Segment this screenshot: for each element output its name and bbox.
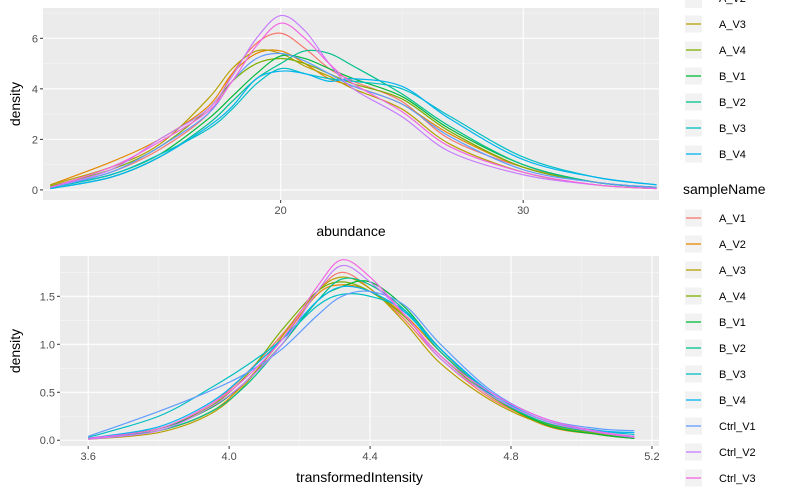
- panel-background: [60, 256, 659, 446]
- density-line-Ctrl_V3: [50, 22, 657, 190]
- legend-label: A_V4: [719, 45, 746, 57]
- x-tick-label: 3.6: [81, 451, 96, 463]
- density-line-Ctrl_V1: [50, 52, 657, 188]
- legend-label: A_V3: [719, 19, 746, 31]
- panel-1: 20 30 0 2 4 6 abundance density: [7, 8, 659, 239]
- legend-label: B_V3: [719, 123, 746, 135]
- y-tick-label: 4: [32, 84, 38, 96]
- density-line-A_V1: [50, 32, 657, 188]
- y-tick-label: 0.0: [40, 435, 55, 447]
- legend-label: B_V3: [719, 369, 746, 381]
- legend-label: B_V2: [719, 97, 746, 109]
- legend-label: Ctrl_V1: [719, 421, 756, 433]
- legend-bottom: sampleName A_V1 A_V2 A_V3 A_V4 B_V1 B_V2 B_V3 B_…: [683, 181, 766, 487]
- panel-2: 3.6 4.0 4.4 4.8 5.2 0.0 0.5 1.0 1.5 transformedIn…: [7, 256, 660, 485]
- series-group: [50, 14, 657, 190]
- y-axis-title: density: [7, 329, 23, 373]
- x-tick-label: 5.2: [644, 451, 659, 463]
- x-tick-label: 4.4: [362, 451, 377, 463]
- x-axis-title: transformedIntensity: [296, 469, 423, 485]
- legend-label-cut: A_V2: [719, 0, 746, 5]
- legend-key-background: [685, 0, 702, 8]
- legend-label: Ctrl_V2: [719, 447, 756, 459]
- series-group: [87, 259, 635, 440]
- y-tick-label: 6: [32, 33, 38, 45]
- x-tick-label: 30: [517, 205, 529, 217]
- x-tick-label: 4.8: [503, 451, 518, 463]
- x-axis-title: abundance: [316, 223, 386, 239]
- density-line-Ctrl_V3: [88, 259, 635, 439]
- y-tick-label: 1.5: [40, 291, 55, 303]
- legend-label: A_V3: [719, 265, 746, 277]
- legend-label: B_V2: [719, 343, 746, 355]
- legend-label: B_V4: [719, 395, 746, 407]
- legend-label: B_V1: [719, 71, 746, 83]
- y-tick-label: 1.0: [40, 339, 55, 351]
- density-line-Ctrl_V2: [88, 264, 635, 440]
- y-tick-label: 2: [32, 134, 38, 146]
- y-axis-title: density: [7, 82, 23, 126]
- y-tick-label: 0: [32, 185, 38, 197]
- density-line-B_V2: [88, 277, 635, 439]
- legend-label: Ctrl_V3: [719, 473, 756, 485]
- y-tick-label: 0.5: [40, 387, 55, 399]
- legend-label: A_V4: [719, 291, 746, 303]
- density-line-Ctrl_V2: [50, 14, 657, 190]
- legend-label: B_V1: [719, 317, 746, 329]
- density-line-B_V1: [88, 280, 635, 439]
- legend-title: sampleName: [683, 181, 766, 197]
- density-line-B_V4: [50, 70, 657, 190]
- legend-label: A_V2: [719, 239, 746, 251]
- legend-label: A_V1: [719, 213, 746, 225]
- density-line-A_V4: [50, 57, 657, 188]
- x-tick-label: 20: [275, 205, 287, 217]
- legend-top: A_V2 A_V3 A_V4 B_V1 B_V2 B_V3 B_V4: [685, 0, 746, 163]
- legend-label: B_V4: [719, 149, 746, 161]
- x-tick-label: 4.0: [221, 451, 236, 463]
- density-line-A_V4: [88, 281, 635, 439]
